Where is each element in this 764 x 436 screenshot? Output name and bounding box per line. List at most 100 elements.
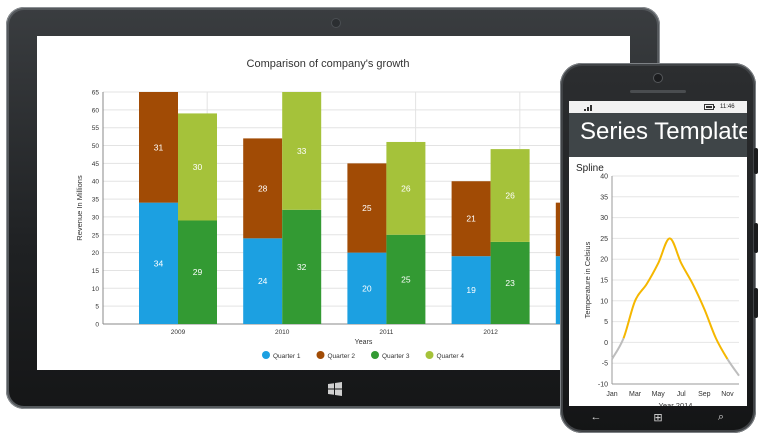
y-tick-label: 60 [92, 107, 100, 114]
windows-logo-icon[interactable] [328, 382, 342, 396]
bar-segment [451, 181, 491, 257]
data-label: 31 [154, 142, 164, 152]
data-label: 25 [362, 203, 372, 213]
signal-icon [584, 105, 592, 111]
y-tick-label: 10 [600, 298, 608, 305]
legend-label: Quarter 1 [273, 353, 301, 360]
legend-label: Quarter 3 [382, 353, 410, 360]
back-arrow-icon[interactable]: ← [590, 411, 602, 423]
app-header: Series Template [569, 113, 747, 157]
bar-segment [178, 220, 217, 324]
data-label: 26 [505, 191, 515, 201]
spline-series-line [726, 358, 740, 377]
legend-marker [262, 351, 270, 359]
x-tick-label: Jan [606, 391, 617, 398]
bar-segment [386, 141, 426, 235]
phone-screen: 11:46 Series Template Spline -10 -5 0 5 10 15 2… [569, 101, 747, 406]
y-tick-label: 0 [95, 322, 99, 329]
y-tick-label: 0 [604, 340, 608, 347]
legend-marker [425, 351, 434, 359]
data-label: 20 [362, 283, 372, 293]
y-tick-label: 55 [92, 125, 100, 132]
status-bar: 11:46 [569, 101, 747, 113]
bar-segment [347, 252, 387, 324]
data-label: 25 [401, 274, 411, 284]
x-tick-label: Sep [698, 391, 711, 398]
tablet-device: Comparison of company's growth 0 5 10 15 20 25… [6, 7, 660, 409]
y-tick-label: 15 [600, 278, 608, 285]
y-axis-title: Temperature in Celsius [583, 241, 592, 318]
x-tick-label: May [652, 391, 666, 398]
data-label: 24 [258, 276, 268, 286]
battery-icon [704, 104, 715, 110]
bar-segment [178, 113, 217, 221]
y-tick-label: 65 [92, 90, 100, 97]
y-tick-label: 5 [604, 319, 608, 326]
y-tick-label: 40 [92, 179, 100, 186]
x-tick-label: 2009 [171, 329, 186, 336]
data-label: 21 [466, 214, 476, 224]
x-axis-title: Years [355, 339, 373, 346]
spline-series-line [622, 237, 729, 360]
legend-marker [371, 351, 379, 359]
y-tick-label: 45 [92, 161, 100, 168]
y-tick-label: 50 [92, 143, 100, 150]
chart-title: Spline [576, 163, 604, 174]
bar-segment [490, 241, 530, 324]
y-tick-label: -5 [602, 361, 608, 368]
y-tick-label: 35 [600, 194, 608, 201]
app-title: Series Template [580, 118, 747, 145]
tablet-camera [332, 19, 340, 27]
data-label: 28 [258, 183, 268, 193]
legend-label: Quarter 2 [328, 353, 356, 360]
spline-series-line [611, 337, 625, 360]
bar-segment [386, 234, 426, 324]
x-axis-title: Year 2014 [659, 401, 693, 406]
y-tick-label: 20 [600, 257, 608, 264]
x-tick-label: Mar [629, 391, 642, 398]
data-label: 32 [297, 262, 307, 272]
bar-segment [451, 256, 491, 324]
y-tick-label: 25 [92, 232, 100, 239]
spline-chart: Spline -10 -5 0 5 10 15 20 25 30 35 40 Temperature i… [576, 163, 740, 406]
data-label: 29 [193, 267, 203, 277]
x-tick-label: 2010 [275, 329, 290, 336]
y-tick-label: 35 [92, 197, 100, 204]
y-tick-label: 25 [600, 236, 608, 243]
power-button[interactable] [754, 223, 758, 253]
data-label: 19 [466, 285, 476, 295]
search-icon[interactable]: ⌕ [717, 411, 725, 423]
y-tick-label: 30 [600, 215, 608, 222]
data-label: 30 [193, 162, 203, 172]
y-tick-label: 20 [92, 250, 100, 257]
legend-marker [316, 351, 325, 359]
data-label: 26 [401, 183, 411, 193]
bar-segment [243, 238, 283, 324]
bar-segment [243, 138, 283, 239]
bar-segment [282, 92, 322, 210]
windows-logo-icon[interactable]: ⊞ [653, 412, 663, 424]
camera-button[interactable] [754, 288, 758, 318]
phone-device: 11:46 Series Template Spline -10 -5 0 5 10 15 2… [560, 63, 758, 433]
data-label: 23 [505, 278, 515, 288]
y-tick-label: 30 [92, 214, 100, 221]
y-tick-label: 10 [92, 286, 100, 293]
tablet-screen: Comparison of company's growth 0 5 10 15 20 25… [37, 36, 630, 370]
bar-segment [347, 163, 387, 253]
legend-label: Quarter 4 [437, 353, 465, 360]
phone-camera [654, 74, 662, 82]
bar-segment [139, 202, 178, 324]
chart-title: Comparison of company's growth [247, 58, 410, 70]
bar-segment [139, 92, 178, 203]
status-time: 11:46 [720, 104, 735, 110]
bar-chart: Comparison of company's growth 0 5 10 15 20 25… [75, 58, 630, 360]
y-tick-label: 40 [600, 174, 608, 181]
volume-button[interactable] [754, 148, 758, 174]
x-tick-label: 2012 [483, 329, 498, 336]
x-tick-label: 2011 [379, 329, 393, 336]
bar-segment [490, 149, 530, 242]
phone-nav-bar: ← ⊞ ⌕ [560, 403, 738, 433]
x-tick-label: Jul [677, 391, 686, 398]
data-label: 33 [297, 146, 307, 156]
x-tick-label: Nov [721, 391, 734, 398]
